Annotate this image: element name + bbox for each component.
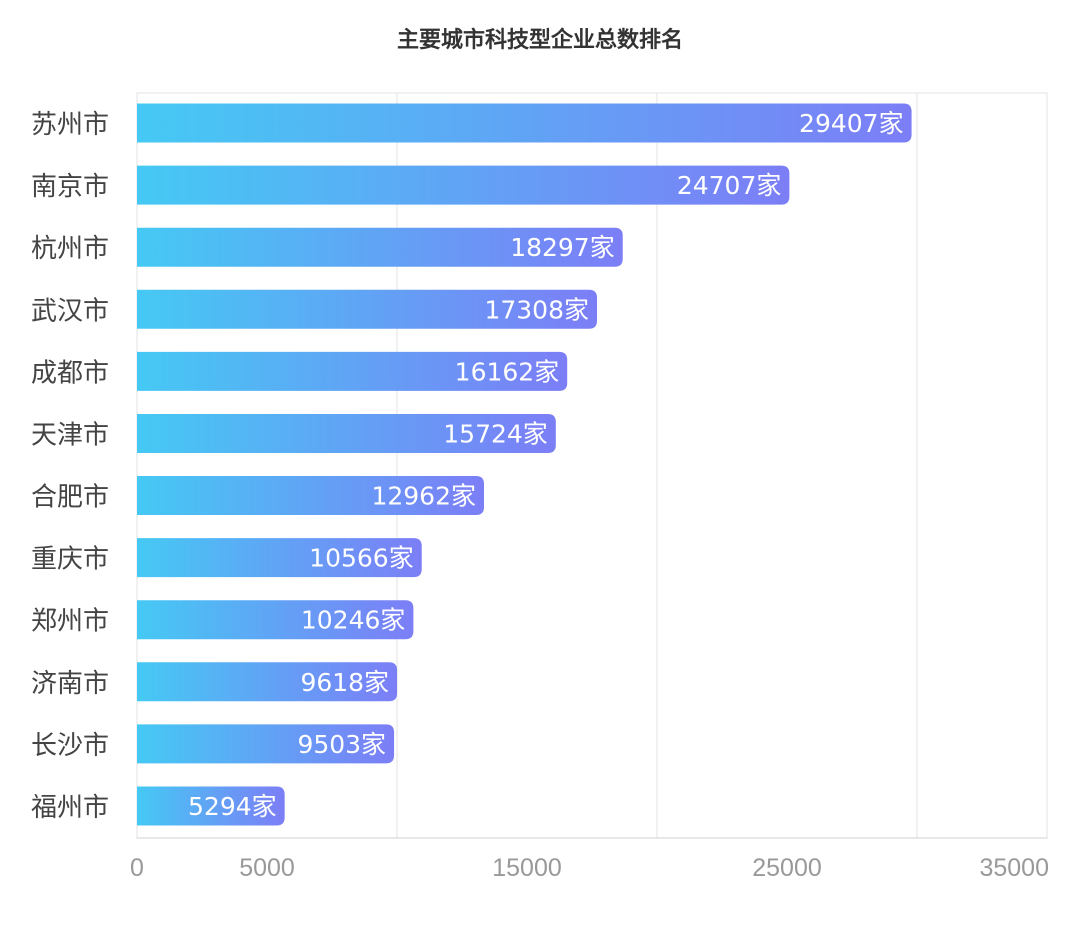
bar xyxy=(137,476,485,516)
x-tick-label: 35000 xyxy=(979,854,1049,882)
bar xyxy=(137,103,912,143)
category-label: 长沙市 xyxy=(31,731,109,761)
category-label: 杭州市 xyxy=(31,234,109,264)
data-label: 9503家 xyxy=(297,730,386,759)
bar xyxy=(137,662,398,702)
bar xyxy=(137,351,568,391)
data-label: 9618家 xyxy=(300,668,389,697)
category-label: 南京市 xyxy=(31,172,109,202)
category-label: 天津市 xyxy=(31,420,109,450)
data-label: 10246家 xyxy=(301,606,406,635)
bar xyxy=(137,165,790,205)
data-label: 24707家 xyxy=(677,171,782,200)
x-tick-label: 15000 xyxy=(492,854,562,882)
data-label: 29407家 xyxy=(799,109,904,138)
bar xyxy=(137,413,556,453)
category-label: 郑州市 xyxy=(31,607,109,637)
category-label: 福州市 xyxy=(31,793,109,823)
bar xyxy=(137,538,422,578)
category-label: 苏州市 xyxy=(31,110,109,140)
data-label: 15724家 xyxy=(443,419,548,448)
data-label: 17308家 xyxy=(484,295,589,324)
category-label: 武汉市 xyxy=(31,296,109,326)
data-label: 10566家 xyxy=(309,544,414,573)
bar xyxy=(137,227,623,267)
bar xyxy=(137,724,395,764)
data-label: 12962家 xyxy=(371,482,476,511)
category-label: 成都市 xyxy=(31,358,109,388)
x-tick-label: 0 xyxy=(130,854,144,882)
category-label: 重庆市 xyxy=(31,545,109,575)
category-label: 合肥市 xyxy=(31,483,109,513)
data-label: 5294家 xyxy=(188,792,277,821)
chart-title: 主要城市科技型企业总数排名 xyxy=(396,28,683,53)
x-tick-label: 5000 xyxy=(239,854,295,882)
category-label: 济南市 xyxy=(31,669,109,699)
x-tick-label: 25000 xyxy=(752,854,822,882)
data-label: 16162家 xyxy=(455,357,560,386)
bar xyxy=(137,786,285,826)
bar xyxy=(137,600,414,640)
data-label: 18297家 xyxy=(510,233,615,262)
bar xyxy=(137,289,598,329)
